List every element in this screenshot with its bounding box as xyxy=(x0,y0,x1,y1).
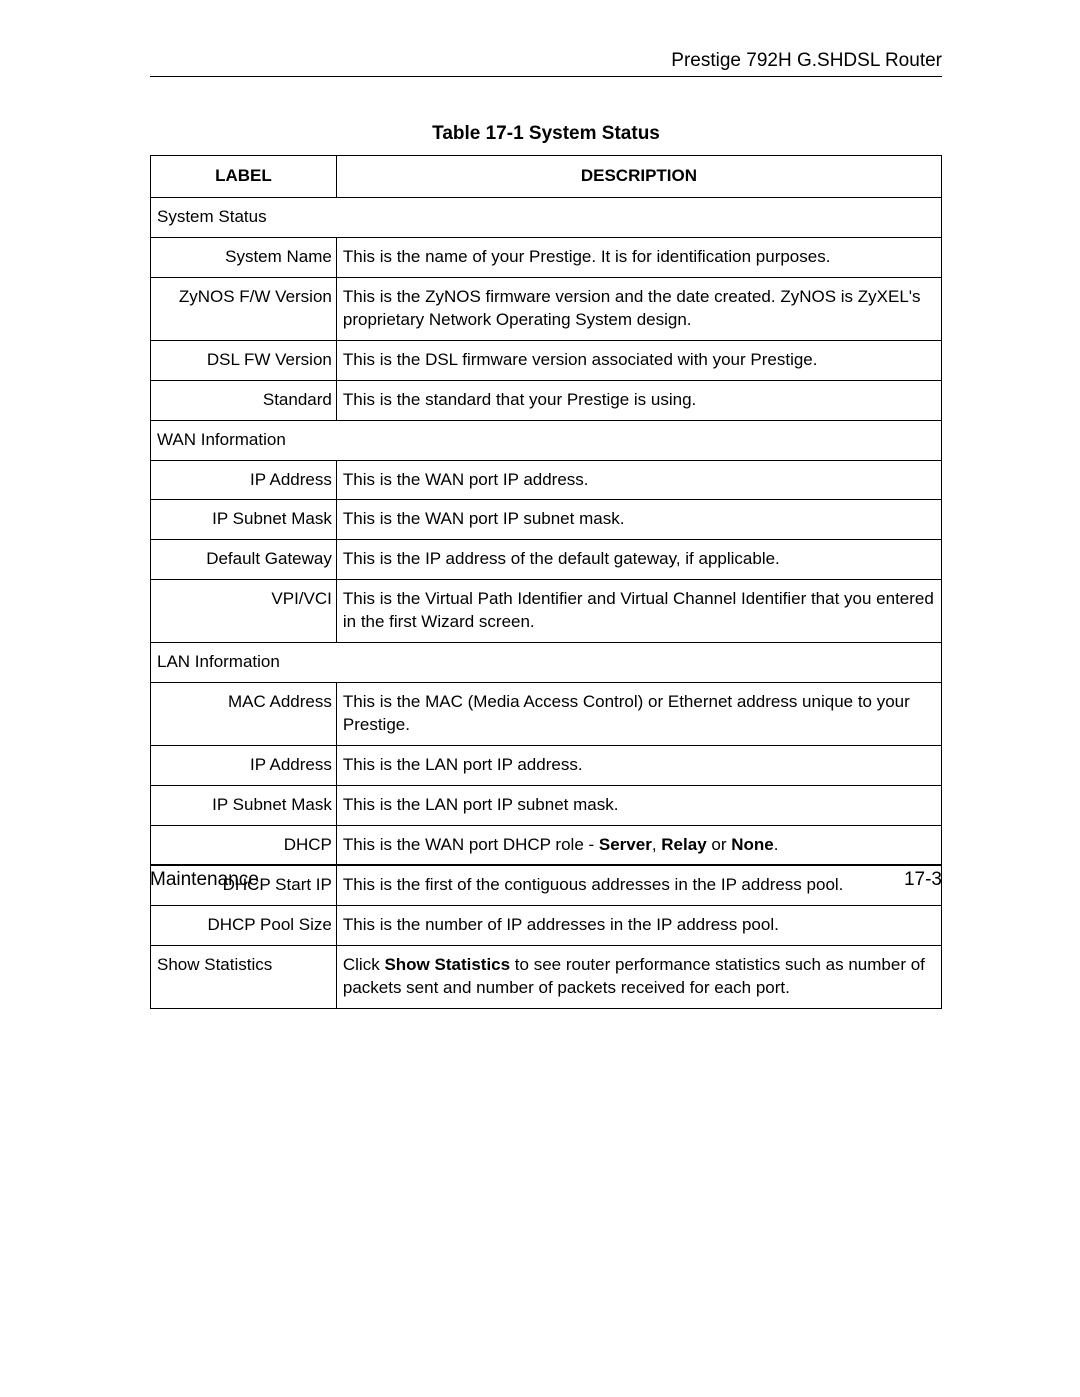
row-label: VPI/VCI xyxy=(151,580,337,643)
row-label: Default Gateway xyxy=(151,540,337,580)
product-title: Prestige 792H G.SHDSL Router xyxy=(150,50,942,72)
page-header-rule: Prestige 792H G.SHDSL Router xyxy=(150,50,942,77)
row-description: This is the ZyNOS firmware version and t… xyxy=(336,277,941,340)
table-row: IP Subnet Mask This is the LAN port IP s… xyxy=(151,785,942,825)
desc-text: , xyxy=(652,835,661,854)
table-row: IP Address This is the LAN port IP addre… xyxy=(151,746,942,786)
table-row: ZyNOS F/W Version This is the ZyNOS firm… xyxy=(151,277,942,340)
table-row: VPI/VCI This is the Virtual Path Identif… xyxy=(151,580,942,643)
table-row: MAC Address This is the MAC (Media Acces… xyxy=(151,683,942,746)
row-description: This is the DSL firmware version associa… xyxy=(336,340,941,380)
desc-text: . xyxy=(774,835,779,854)
desc-text: Click xyxy=(343,955,385,974)
desc-bold: Show Statistics xyxy=(384,955,510,974)
desc-bold: Server xyxy=(599,835,652,854)
row-description: This is the LAN port IP subnet mask. xyxy=(336,785,941,825)
table-header-row: LABEL DESCRIPTION xyxy=(151,156,942,198)
row-label: System Name xyxy=(151,237,337,277)
row-description: Click Show Statistics to see router perf… xyxy=(336,945,941,1008)
section-row-lan-info: LAN Information xyxy=(151,643,942,683)
footer-page-number: 17-3 xyxy=(904,869,942,891)
desc-bold: Relay xyxy=(661,835,706,854)
col-header-label: LABEL xyxy=(151,156,337,198)
page-footer: Maintenance 17-3 xyxy=(150,864,942,891)
section-row-wan-info: WAN Information xyxy=(151,420,942,460)
page: Prestige 792H G.SHDSL Router Table 17-1 … xyxy=(0,0,1080,1397)
row-description: This is the WAN port DHCP role - Server,… xyxy=(336,825,941,865)
table-row: IP Subnet Mask This is the WAN port IP s… xyxy=(151,500,942,540)
row-description: This is the LAN port IP address. xyxy=(336,746,941,786)
desc-bold: None xyxy=(731,835,774,854)
table-row: System Name This is the name of your Pre… xyxy=(151,237,942,277)
row-description: This is the WAN port IP subnet mask. xyxy=(336,500,941,540)
table-row: Default Gateway This is the IP address o… xyxy=(151,540,942,580)
table-row: DHCP Pool Size This is the number of IP … xyxy=(151,905,942,945)
row-description: This is the Virtual Path Identifier and … xyxy=(336,580,941,643)
row-label: IP Address xyxy=(151,746,337,786)
row-description: This is the WAN port IP address. xyxy=(336,460,941,500)
row-description: This is the number of IP addresses in th… xyxy=(336,905,941,945)
row-description: This is the MAC (Media Access Control) o… xyxy=(336,683,941,746)
section-title-lan-info: LAN Information xyxy=(151,643,942,683)
row-description: This is the IP address of the default ga… xyxy=(336,540,941,580)
row-label: IP Address xyxy=(151,460,337,500)
table-row: IP Address This is the WAN port IP addre… xyxy=(151,460,942,500)
row-label: Show Statistics xyxy=(151,945,337,1008)
section-title-system-status: System Status xyxy=(151,197,942,237)
section-title-wan-info: WAN Information xyxy=(151,420,942,460)
row-label: ZyNOS F/W Version xyxy=(151,277,337,340)
desc-text: or xyxy=(707,835,732,854)
row-label: DHCP xyxy=(151,825,337,865)
row-label: MAC Address xyxy=(151,683,337,746)
row-label: IP Subnet Mask xyxy=(151,785,337,825)
table-caption: Table 17-1 System Status xyxy=(150,123,942,145)
section-row-system-status: System Status xyxy=(151,197,942,237)
footer-section-name: Maintenance xyxy=(150,869,259,891)
table-row: Standard This is the standard that your … xyxy=(151,380,942,420)
table-row-show-statistics: Show Statistics Click Show Statistics to… xyxy=(151,945,942,1008)
row-description: This is the standard that your Prestige … xyxy=(336,380,941,420)
col-header-description: DESCRIPTION xyxy=(336,156,941,198)
row-label: Standard xyxy=(151,380,337,420)
row-label: DSL FW Version xyxy=(151,340,337,380)
table-row: DSL FW Version This is the DSL firmware … xyxy=(151,340,942,380)
desc-text: This is the WAN port DHCP role - xyxy=(343,835,599,854)
table-row: DHCP This is the WAN port DHCP role - Se… xyxy=(151,825,942,865)
row-label: IP Subnet Mask xyxy=(151,500,337,540)
row-description: This is the name of your Prestige. It is… xyxy=(336,237,941,277)
row-label: DHCP Pool Size xyxy=(151,905,337,945)
